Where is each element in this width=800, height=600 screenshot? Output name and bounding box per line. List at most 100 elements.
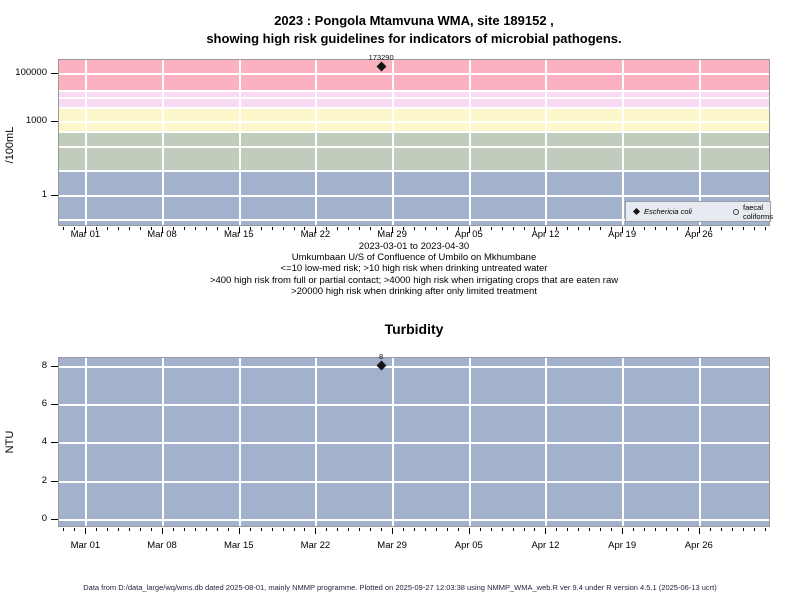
x-axis-minor-tick: [414, 528, 415, 531]
x-axis-minor-tick: [654, 227, 656, 230]
x-axis-minor-tick: [271, 227, 273, 230]
main-title-line1: 2023 : Pongola Mtamvuna WMA, site 189152…: [274, 13, 554, 28]
x-axis-minor-tick: [173, 227, 174, 230]
x-axis-minor-tick: [205, 227, 207, 230]
x-axis-minor-tick: [282, 528, 284, 531]
x-axis-minor-tick: [633, 528, 635, 531]
y-axis-tick: [51, 365, 58, 367]
x-axis-minor-tick: [183, 227, 185, 230]
gridline-horizontal: [59, 72, 769, 75]
x-tick-label: Mar 29: [377, 229, 407, 240]
x-tick-label: Mar 08: [147, 540, 177, 551]
x-axis-minor-tick: [446, 227, 448, 230]
x-tick-label: Mar 01: [70, 229, 101, 240]
x-axis-minor-tick: [151, 528, 153, 531]
x-axis-minor-tick: [457, 528, 459, 531]
subtitle-block: 2023-03-01 to 2023-04-30 Umkumbaan U/S o…: [28, 241, 800, 297]
x-axis-minor-tick: [512, 227, 514, 230]
x-axis-minor-tick: [304, 227, 306, 230]
x-axis-minor-tick: [183, 528, 185, 531]
x-axis-minor-tick: [337, 528, 339, 531]
x-axis-minor-tick: [424, 227, 426, 230]
gridline-vertical: [162, 60, 165, 225]
x-axis-minor-tick: [227, 227, 229, 230]
x-axis-minor-tick: [654, 528, 656, 531]
x-axis-minor-tick: [676, 227, 678, 230]
x-axis-minor-tick: [96, 227, 98, 230]
x-axis-minor-tick: [326, 528, 328, 531]
x-axis-minor-tick: [567, 227, 569, 230]
plot-area: [58, 357, 770, 527]
x-tick-label: Apr 19: [608, 229, 637, 240]
x-axis-minor-tick: [216, 227, 218, 230]
x-axis-minor-tick: [633, 227, 635, 230]
gridline-vertical: [238, 358, 241, 526]
x-axis-minor-tick: [490, 528, 492, 531]
x-axis-minor-tick: [173, 528, 174, 531]
gridline-horizontal: [59, 170, 769, 173]
gridline-horizontal: [59, 106, 769, 109]
gridline-vertical: [85, 60, 88, 225]
x-axis-minor-tick: [731, 528, 733, 531]
x-axis-major-tick: [162, 227, 164, 233]
x-axis-minor-tick: [151, 227, 153, 230]
gridline-horizontal: [59, 442, 769, 445]
x-axis-minor-tick: [720, 227, 722, 230]
x-axis-major-tick: [622, 528, 624, 534]
gridline-horizontal: [59, 121, 769, 124]
legend: Eschericia coli faecal coliforms: [625, 201, 773, 222]
x-axis-major-tick: [162, 528, 164, 534]
x-axis-minor-tick: [424, 528, 426, 531]
x-axis-minor-tick: [753, 528, 755, 531]
x-tick-label: Mar 15: [223, 229, 254, 240]
gridline-vertical: [468, 60, 471, 225]
x-axis-major-tick: [468, 528, 470, 534]
y-axis-tick: [51, 519, 58, 521]
data-point-label: 173290: [368, 52, 394, 62]
x-axis-minor-tick: [118, 528, 120, 531]
x-axis-minor-tick: [731, 227, 733, 230]
x-axis-minor-tick: [403, 528, 405, 531]
x-tick-label: Apr 26: [684, 229, 713, 240]
x-axis-minor-tick: [435, 227, 437, 230]
x-tick-label: Apr 05: [454, 229, 483, 240]
y-tick-label: 6: [41, 398, 47, 410]
x-axis-minor-tick: [501, 227, 503, 230]
x-axis-major-tick: [698, 528, 700, 534]
x-tick-label: Mar 15: [223, 540, 254, 551]
risk-guideline-line2: >400 high risk from full or partial cont…: [209, 274, 619, 286]
main-title-line2: showing high risk guidelines for indicat…: [206, 31, 622, 46]
risk-band: [59, 132, 769, 172]
x-axis-minor-tick: [293, 227, 295, 230]
x-axis-minor-tick: [326, 227, 328, 230]
x-axis-major-tick: [545, 528, 547, 534]
risk-guideline-line1: <=10 low-med risk; >10 high risk when dr…: [280, 263, 548, 275]
x-axis-minor-tick: [709, 528, 711, 531]
x-tick-label: Apr 19: [608, 540, 637, 551]
x-axis-major-tick: [315, 528, 317, 534]
x-axis-minor-tick: [194, 528, 196, 531]
x-axis-minor-tick: [589, 227, 591, 230]
x-axis-minor-tick: [479, 528, 481, 531]
x-axis-minor-tick: [687, 528, 689, 531]
x-axis-minor-tick: [140, 227, 142, 230]
x-tick-label: Apr 26: [684, 540, 713, 551]
x-axis-minor-tick: [260, 227, 262, 230]
x-axis-minor-tick: [337, 227, 339, 230]
gridline-vertical: [315, 358, 318, 526]
risk-band: [59, 60, 769, 91]
x-axis-minor-tick: [567, 528, 569, 531]
y-tick-label: 0: [41, 513, 47, 525]
x-axis-minor-tick: [282, 227, 284, 230]
x-axis-minor-tick: [96, 528, 98, 531]
x-axis-minor-tick: [107, 227, 109, 230]
gridline-vertical: [622, 358, 625, 526]
x-axis-minor-tick: [370, 227, 372, 230]
gridline-vertical: [315, 60, 318, 225]
footer-provenance: Data from D:/data_large/wq/wms.db dated …: [83, 583, 717, 592]
x-axis-minor-tick: [359, 227, 361, 230]
x-axis-minor-tick: [293, 528, 295, 531]
x-axis-minor-tick: [512, 528, 514, 531]
x-axis-minor-tick: [523, 528, 525, 531]
